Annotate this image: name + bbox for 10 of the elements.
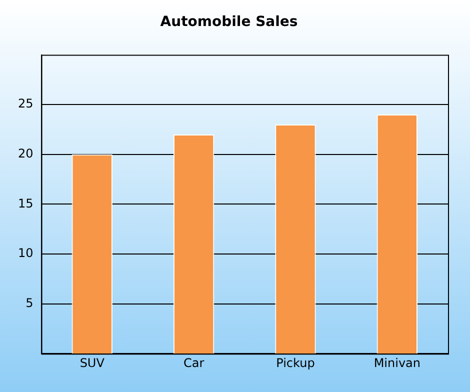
x-tick-label: SUV xyxy=(80,356,106,370)
x-tick-label: Minivan xyxy=(374,356,420,370)
x-tick-label: Car xyxy=(183,356,204,370)
chart-title: Automobile Sales xyxy=(160,14,298,30)
y-tick-label: 25 xyxy=(18,96,34,111)
y-tick-label: 20 xyxy=(18,146,34,161)
y-tick-label: 10 xyxy=(18,246,34,260)
y-tick-label: 5 xyxy=(26,296,34,310)
y-tick-label: 15 xyxy=(18,196,34,210)
x-tick-label: Pickup xyxy=(276,356,315,370)
